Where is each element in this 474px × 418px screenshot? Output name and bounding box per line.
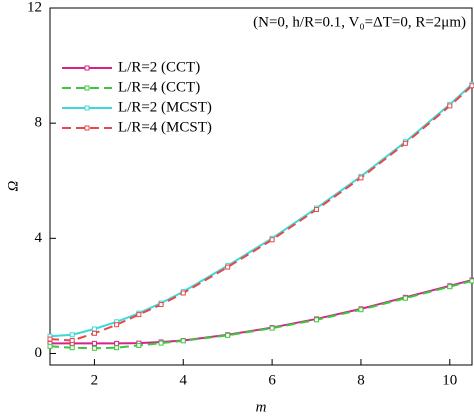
marker — [269, 325, 275, 331]
x-tick-label: 10 — [442, 372, 457, 388]
legend-label: L/R=2 (MCST) — [118, 99, 212, 115]
legend-label: L/R=2 (CCT) — [118, 59, 200, 75]
marker — [69, 338, 75, 344]
marker — [47, 343, 53, 349]
x-tick-label: 4 — [180, 372, 188, 388]
y-tick-label: 4 — [35, 230, 43, 246]
marker — [314, 317, 320, 323]
legend-marker — [84, 125, 90, 131]
x-tick-label: 6 — [268, 372, 276, 388]
legend-label: L/R=4 (MCST) — [118, 119, 212, 135]
annotation: (N=0, h/R=0.1, V₀=ΔT=0, R=2μm) — [253, 14, 466, 30]
y-tick-label: 12 — [27, 0, 42, 15]
marker — [469, 278, 474, 284]
plot-frame — [49, 7, 473, 366]
marker — [136, 312, 142, 318]
marker — [314, 207, 320, 213]
marker — [114, 322, 120, 328]
marker — [91, 340, 97, 346]
marker — [91, 330, 97, 336]
x-axis-label: m — [256, 399, 267, 415]
marker — [225, 264, 231, 270]
marker — [358, 307, 364, 313]
y-tick-label: 0 — [35, 345, 43, 361]
series-line — [49, 83, 473, 338]
marker — [469, 83, 474, 89]
marker — [225, 332, 231, 338]
marker — [158, 340, 164, 346]
marker — [402, 295, 408, 301]
legend-marker — [84, 85, 90, 91]
marker — [358, 175, 364, 181]
marker — [114, 345, 120, 351]
marker — [402, 140, 408, 146]
marker — [91, 326, 97, 332]
y-tick-label: 8 — [35, 115, 43, 131]
marker — [69, 332, 75, 338]
legend-marker — [84, 65, 90, 71]
marker — [447, 284, 453, 290]
marker — [180, 290, 186, 296]
x-tick-label: 8 — [357, 372, 365, 388]
series-line — [50, 279, 473, 345]
marker — [114, 340, 120, 346]
legend-label: L/R=4 (CCT) — [118, 79, 200, 95]
marker — [269, 237, 275, 243]
x-tick-label: 2 — [91, 372, 99, 388]
marker — [91, 345, 97, 351]
series-line — [49, 84, 473, 342]
marker — [47, 336, 53, 342]
marker — [136, 342, 142, 348]
marker — [447, 103, 453, 109]
marker — [180, 338, 186, 344]
series-line — [49, 279, 473, 350]
marker — [158, 302, 164, 308]
legend-marker — [84, 105, 90, 111]
marker — [69, 345, 75, 351]
y-axis-label: Ω — [5, 180, 21, 191]
